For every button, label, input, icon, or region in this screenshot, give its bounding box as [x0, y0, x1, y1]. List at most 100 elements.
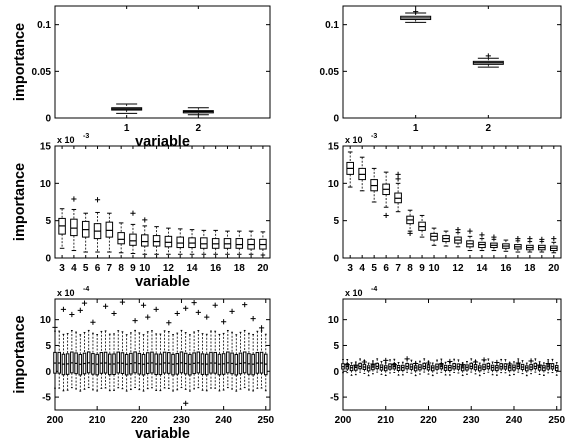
box-222: [145, 331, 150, 390]
outlier: [183, 400, 189, 406]
box-iqr: [200, 237, 208, 249]
box-216: [409, 359, 414, 374]
box-20: [550, 235, 558, 254]
x-tick-label: 20: [257, 263, 269, 274]
y-tick-label: 10: [40, 315, 52, 326]
outlier: [404, 356, 410, 362]
box-236: [205, 333, 209, 392]
box-6: [93, 197, 102, 253]
box-14: [188, 229, 196, 255]
box-222: [435, 359, 439, 374]
box-249: [259, 330, 264, 389]
x-tick-label: 200: [47, 415, 64, 426]
box-20: [259, 231, 267, 256]
axis-multiplier-exponent: -3: [83, 133, 89, 140]
outlier: [183, 305, 189, 311]
box-229: [175, 332, 180, 391]
outlier: [455, 227, 461, 233]
outlier: [145, 314, 151, 320]
outlier: [472, 359, 479, 365]
outlier: [119, 299, 126, 305]
box-202: [61, 333, 66, 392]
panel-row1-left: 0 0.05 0.1 1 2: [32, 5, 271, 134]
y-tick-label: 0.05: [320, 67, 340, 78]
box-229: [465, 361, 469, 375]
box-210: [383, 362, 388, 377]
outlier: [102, 303, 109, 309]
y-tick-label: 5: [45, 341, 51, 352]
x-tick-label: 2: [486, 123, 492, 134]
outlier: [361, 359, 367, 365]
box-241: [516, 358, 521, 373]
y-tick-label: -5: [42, 393, 51, 404]
box-211: [99, 330, 104, 389]
outlier: [425, 360, 432, 366]
box-iqr: [141, 234, 149, 247]
x-tick-label: 210: [89, 415, 106, 426]
panel-row1-right: 0 0.05 0.1 1 2: [320, 5, 562, 134]
axes-frame: [342, 145, 562, 259]
box-17: [514, 235, 522, 253]
box-207: [82, 331, 87, 390]
x-tick-label: 6: [95, 263, 101, 274]
x-tick-label: 8: [407, 263, 413, 274]
axes-frame: [54, 5, 271, 119]
y-tick-label: 0: [333, 254, 339, 265]
box-208: [86, 329, 91, 389]
box-8: [406, 209, 414, 236]
axis-multiplier: x 10: [57, 135, 75, 145]
y-tick-label: 15: [328, 142, 340, 153]
box-203: [65, 333, 70, 391]
box-2: [472, 53, 504, 68]
box-227: [167, 330, 171, 389]
box-iqr: [117, 232, 125, 245]
y-tick-label: 10: [328, 179, 340, 190]
box-220: [137, 332, 142, 391]
box-230: [179, 329, 184, 389]
y-tick-label: 0: [45, 114, 51, 125]
outlier: [507, 361, 513, 367]
axis-multiplier-exponent: -4: [371, 286, 377, 293]
box-206: [78, 334, 83, 392]
box-6: [382, 171, 390, 219]
box-225: [158, 333, 163, 392]
box-241: [226, 329, 230, 389]
box-243: [525, 362, 529, 377]
box-11: [442, 230, 450, 247]
box-247: [542, 362, 546, 376]
box-245: [533, 358, 538, 373]
y-tick-label: 10: [40, 179, 52, 190]
outlier: [395, 171, 401, 177]
box-224: [154, 333, 158, 391]
box-240: [512, 361, 516, 376]
box-iqr: [70, 218, 78, 237]
box-235: [490, 361, 495, 376]
box-14: [478, 232, 486, 252]
outlier: [90, 319, 96, 325]
outlier: [191, 300, 197, 306]
box-237: [499, 358, 503, 374]
y-tick-label: 0.1: [37, 20, 51, 31]
outlier: [383, 357, 389, 364]
x-tick-label: 250: [548, 415, 565, 426]
box-248: [546, 359, 550, 374]
box-11: [152, 226, 161, 255]
box-240: [221, 332, 226, 391]
box-10: [430, 227, 438, 246]
box-209: [379, 361, 384, 375]
outlier: [551, 235, 557, 242]
box-217: [124, 334, 129, 392]
box-218: [418, 360, 422, 375]
axes-frame: [342, 298, 562, 411]
outlier: [242, 302, 248, 308]
outlier: [140, 302, 147, 308]
box-5: [81, 212, 90, 253]
outlier: [467, 228, 473, 234]
outlier: [221, 319, 227, 325]
box-12: [454, 227, 462, 248]
box-10: [141, 217, 149, 255]
box-221: [141, 334, 146, 392]
box-243: [234, 334, 239, 392]
y-tick-label: 0: [333, 114, 339, 125]
axis-multiplier: x 10: [345, 135, 363, 145]
